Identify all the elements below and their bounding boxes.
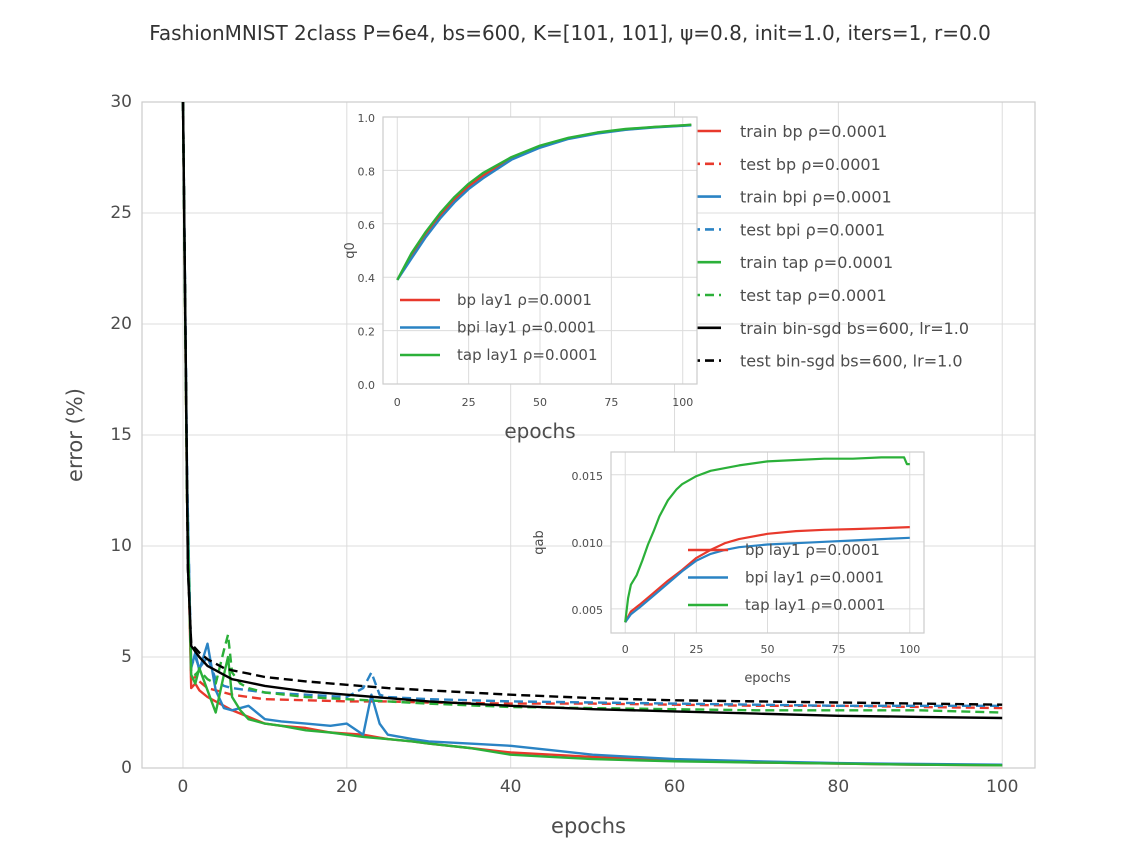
main-x-axis-label: epochs: [551, 814, 626, 838]
inset_qab-x-axis-label: epochs: [744, 671, 791, 686]
inset_q0-y-axis-label: q0: [343, 242, 358, 259]
main-y-tick-label: 5: [121, 647, 132, 667]
figure-title: FashionMNIST 2class P=6e4, bs=600, K=[10…: [149, 21, 991, 45]
main-legend-label-0: train bp ρ=0.0001: [740, 122, 887, 141]
inset_q0-x-tick-label: 50: [533, 396, 547, 409]
inset_qab-frame: [610, 451, 925, 634]
inset-q0-legend-label-0: bp lay1 ρ=0.0001: [457, 291, 592, 309]
inset_q0-x-tick-label: 25: [462, 396, 476, 409]
inset-q0-chart: 0 25 50 75 100 0.0 0.2 0.4 0.6 0.8 1.0 epochs q0 bp l…: [343, 112, 698, 443]
inset-q0-legend-label-1: bpi lay1 ρ=0.0001: [457, 319, 596, 337]
inset_q0-y-tick-label: 0.2: [358, 326, 376, 339]
inset-qab-chart: 0 25 50 75 100 0.005 0.010 0.015 epochs qab bp lay…: [532, 451, 925, 686]
main-y-tick-label: 0: [121, 758, 132, 778]
inset-qab-legend-label-0: bp lay1 ρ=0.0001: [745, 541, 880, 559]
main-y-tick-label: 20: [110, 314, 132, 334]
main-legend-label-7: test bin-sgd bs=600, lr=1.0: [740, 352, 963, 371]
main-x-tick-label: 100: [986, 777, 1018, 797]
main-legend-label-1: test bp ρ=0.0001: [740, 155, 881, 174]
main-legend-label-6: train bin-sgd bs=600, lr=1.0: [740, 319, 969, 338]
main-x-tick-label: 60: [664, 777, 686, 797]
inset_q0-x-tick-label: 0: [394, 396, 401, 409]
inset_qab-x-tick-label: 0: [622, 643, 629, 656]
main-y-tick-label: 10: [110, 536, 132, 556]
inset_qab-y-tick-label: 0.010: [572, 537, 604, 550]
main-series-line-7: [181, 101, 1003, 706]
inset_q0-x-tick-label: 100: [672, 396, 693, 409]
main-series-line-6: [181, 101, 1003, 720]
inset-qab-legend-label-1: bpi lay1 ρ=0.0001: [745, 569, 884, 587]
main-frame: [141, 101, 1036, 769]
inset_qab-x-tick-label: 75: [832, 643, 846, 656]
inset_q0-x-tick-label: 75: [604, 396, 618, 409]
main-x-tick-label: 20: [336, 777, 358, 797]
inset_qab-x-tick-label: 25: [689, 643, 703, 656]
inset_qab-x-tick-label: 100: [899, 643, 920, 656]
inset-qab-legend-label-2: tap lay1 ρ=0.0001: [745, 596, 886, 614]
inset_qab-x-tick-label: 50: [761, 643, 775, 656]
inset_q0-y-tick-label: 0.0: [358, 379, 376, 392]
main-x-tick-label: 80: [828, 777, 850, 797]
inset_qab-series-line-0: [624, 526, 910, 623]
main-y-axis-label: error (%): [63, 388, 87, 482]
main-legend-label-5: test tap ρ=0.0001: [740, 286, 887, 305]
inset_q0-x-axis-label: epochs: [504, 419, 575, 443]
inset_q0-y-tick-label: 0.8: [358, 165, 376, 178]
main-y-tick-label: 25: [110, 203, 132, 223]
inset_q0-y-tick-label: 1.0: [358, 112, 376, 125]
main-y-tick-label: 30: [110, 92, 132, 112]
main-series-line-4: [181, 101, 1003, 767]
inset_qab-y-tick-label: 0.005: [572, 604, 604, 617]
main-series-line-2: [181, 101, 1003, 766]
main-series-line-5: [181, 101, 1003, 714]
inset_q0-frame: [382, 116, 698, 385]
inset_q0-series-line-2: [396, 123, 692, 281]
main-legend-label-4: train tap ρ=0.0001: [740, 253, 893, 272]
main-legend-label-2: train bpi ρ=0.0001: [740, 188, 892, 207]
main-y-tick-label: 15: [110, 425, 132, 445]
inset_qab-series-line-2: [624, 456, 910, 623]
main-x-tick-label: 40: [500, 777, 522, 797]
inset_qab-series-line-1: [624, 536, 910, 623]
inset_qab-y-axis-label: qab: [532, 530, 547, 554]
inset_q0-y-tick-label: 0.4: [358, 272, 376, 285]
inset-q0-legend-label-2: tap lay1 ρ=0.0001: [457, 346, 598, 364]
inset_q0-y-tick-label: 0.6: [358, 219, 376, 232]
inset_qab-y-tick-label: 0.015: [572, 470, 604, 483]
main-series-line-3: [181, 101, 1003, 707]
main-x-tick-label: 0: [178, 777, 189, 797]
main-legend-label-3: test bpi ρ=0.0001: [740, 220, 885, 239]
